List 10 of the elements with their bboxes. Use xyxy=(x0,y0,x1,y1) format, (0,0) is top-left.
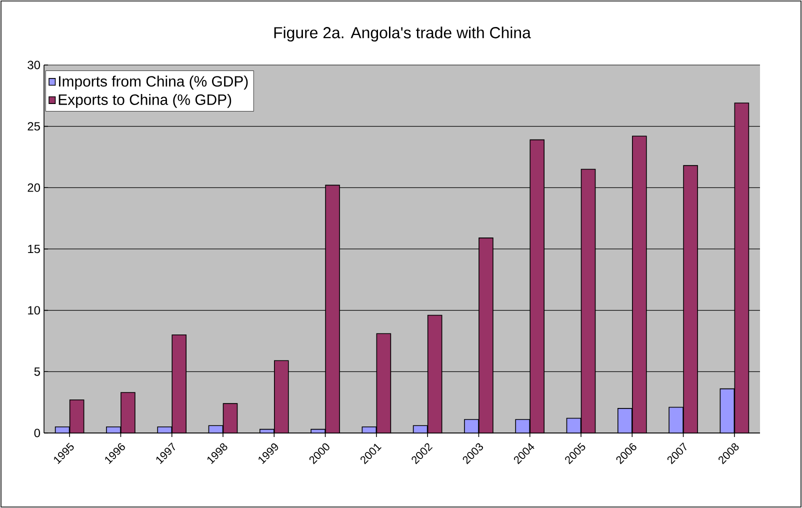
legend-label: Exports to China (% GDP) xyxy=(58,94,232,108)
legend-label: Imports from China (% GDP) xyxy=(59,76,248,90)
y-tick-label: 30 xyxy=(28,60,40,70)
y-tick-label: 5 xyxy=(34,367,40,376)
chart-title: Figure 2a. Angola's trade with China xyxy=(274,26,531,42)
y-tick-label: 20 xyxy=(28,183,40,192)
y-tick-label: 25 xyxy=(28,122,40,131)
y-tick-label: 15 xyxy=(28,244,40,254)
y-tick-label: 10 xyxy=(28,306,40,315)
y-tick-label: 0 xyxy=(34,428,40,438)
